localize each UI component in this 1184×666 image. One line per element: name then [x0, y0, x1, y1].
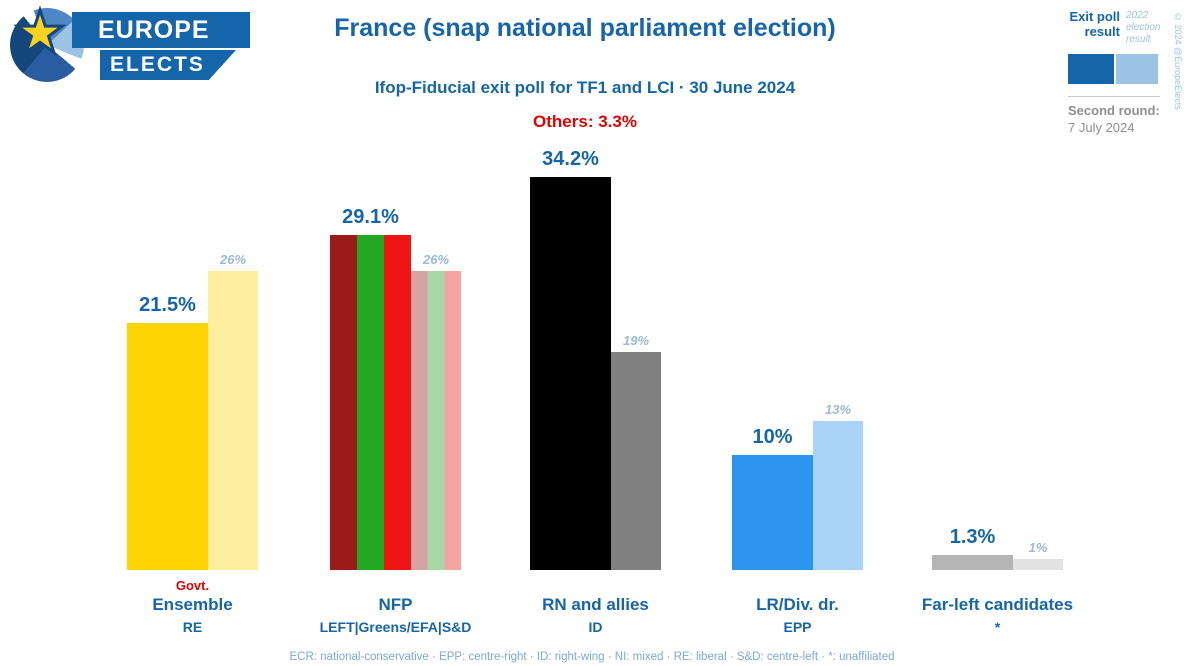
govt-tag: Govt.: [175, 578, 210, 593]
legend-labels: Exit poll result 2022 election result: [1068, 9, 1172, 46]
others-note: Others: 3.3%: [533, 112, 637, 131]
exit-poll-bar: [732, 455, 813, 570]
europe-elects-logo: ★ EUROPE ELECTS: [8, 0, 260, 88]
exit-poll-legend-label: Exit poll result: [1069, 9, 1120, 39]
exit-poll-value-label: 10%: [752, 426, 793, 448]
exit-poll-value-label: 34.2%: [542, 147, 599, 170]
bar-group-farleft: 1.3% 1%: [932, 115, 1063, 570]
category-label-lr: LR/Div. dr. EPP: [732, 578, 863, 635]
footnote: ECR: national-conservative · EPP: centre…: [289, 651, 895, 663]
category-label-ensemble: Govt. Ensemble RE: [127, 578, 258, 635]
party-name: RN and allies: [542, 595, 649, 614]
eu-circle-icon: [10, 8, 84, 82]
exit-poll-bar: [932, 555, 1013, 570]
category-label-farleft: Far-left candidates *: [922, 578, 1073, 635]
copyright-note: © 2024 @EuropeElects: [1173, 12, 1183, 110]
prev-result-bar: [813, 420, 863, 570]
exit-poll-bar: [530, 176, 611, 570]
party-name: LR/Div. dr.: [756, 595, 839, 614]
logo-text-europe: EUROPE: [98, 15, 210, 44]
exit-poll-value-label: 29.1%: [342, 206, 399, 229]
prev-result-value-label: 26%: [422, 252, 450, 267]
exit-poll-bar: [330, 235, 411, 570]
star-icon: ★: [13, 0, 68, 66]
chart-subtitle: Ifop-Fiducial exit poll for TF1 and LCI …: [374, 78, 796, 97]
group-name: LEFT|Greens/EFA|S&D: [319, 619, 472, 635]
prev-result-bar: [1013, 558, 1063, 570]
party-name: Ensemble: [152, 595, 233, 614]
group-name: *: [994, 619, 1001, 635]
prev-result-value-label: 13%: [824, 401, 852, 417]
second-round-label: Second round:: [1068, 103, 1160, 118]
party-name: NFP: [378, 595, 413, 614]
prev-result-value-label: 26%: [219, 252, 247, 267]
group-name: ID: [588, 619, 603, 635]
bar-group-nfp: 29.1% 26%: [330, 115, 461, 570]
prev-result-swatch: [1116, 54, 1158, 84]
logo-banner-bottom: ELECTS: [100, 50, 236, 80]
group-name: EPP: [783, 619, 812, 635]
exit-poll-value-label: 21.5%: [139, 293, 196, 316]
chart-legend: Exit poll result 2022 election result Se…: [1068, 9, 1172, 135]
exit-poll-swatch: [1068, 54, 1114, 84]
category-label-nfp: NFP LEFT|Greens/EFA|S&D: [320, 578, 472, 635]
exit-poll-value-label: 1.3%: [949, 526, 996, 549]
prev-result-bar: [208, 271, 258, 570]
group-name: RE: [182, 619, 203, 635]
prev-result-value-label: 19%: [622, 332, 650, 348]
bar-group-rn: 34.2% 19%: [530, 115, 661, 570]
bar-group-ensemble: 21.5% 26%: [127, 115, 258, 570]
prev-result-bar: [611, 351, 661, 570]
logo-banner-top: EUROPE: [72, 12, 250, 48]
party-name: Far-left candidates: [921, 595, 1074, 614]
legend-swatches: [1068, 54, 1172, 84]
category-label-rn: RN and allies ID: [530, 578, 661, 635]
chart-title: France (snap national parliament electio…: [334, 14, 836, 42]
logo-text-elects: ELECTS: [110, 53, 205, 76]
prev-result-value-label: 1%: [1028, 539, 1048, 555]
legend-divider: [1068, 96, 1160, 97]
bar-group-lr: 10% 13%: [732, 115, 863, 570]
prev-result-legend-label: 2022 election result: [1126, 10, 1161, 45]
second-round-date: 7 July 2024: [1068, 120, 1135, 135]
exit-poll-bar: [127, 322, 208, 570]
prev-result-bar: [411, 271, 461, 570]
